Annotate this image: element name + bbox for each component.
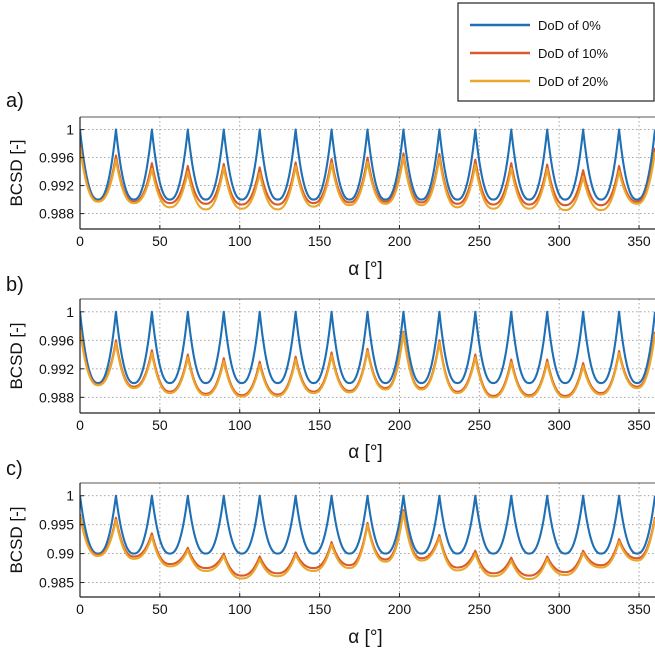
panel-label: c) (6, 458, 23, 480)
x-tick-label: 0 (76, 601, 84, 617)
y-tick-label: 0.988 (39, 389, 74, 405)
x-tick-label: 250 (468, 233, 492, 249)
series-line-dod-20 (80, 510, 655, 581)
x-tick-label: 100 (228, 233, 252, 249)
x-axis-label: α [°] (348, 259, 382, 280)
y-tick-label: 0.992 (39, 178, 74, 194)
legend-label: DoD of 0% (538, 18, 601, 33)
x-tick-label: 300 (547, 233, 571, 249)
y-tick-label: 0.996 (39, 150, 74, 166)
series-line-dod-20 (80, 146, 655, 212)
y-tick-label: 0.995 (39, 517, 74, 533)
x-tick-label: 150 (308, 417, 332, 433)
panel-label: a) (6, 90, 24, 112)
y-tick-label: 0.992 (39, 361, 74, 377)
x-tick-label: 50 (152, 601, 168, 617)
chart-panel-a: 0 50 100 150 200 250 300 350 0.988 0.992 0.996 1 a) B… (6, 90, 655, 280)
series-line-dod-0 (80, 494, 655, 555)
x-tick-label: 150 (308, 233, 332, 249)
x-tick-label: 0 (76, 233, 84, 249)
legend: DoD of 0% DoD of 10% DoD of 20% (457, 2, 655, 102)
x-tick-label: 200 (388, 233, 412, 249)
x-tick-label: 0 (76, 417, 84, 433)
panels: 0 50 100 150 200 250 300 3500.9880.9920.9961a)B… (6, 90, 655, 648)
x-tick-label: 100 (228, 417, 252, 433)
x-tick-label: 350 (627, 233, 651, 249)
x-tick-label: 250 (468, 601, 492, 617)
y-tick-label: 1 (66, 304, 74, 320)
x-axis-label: α [°] (348, 627, 382, 648)
x-tick-label: 150 (308, 601, 332, 617)
x-tick-label: 250 (468, 417, 492, 433)
legend-label: DoD of 10% (538, 46, 609, 61)
y-axis-label: BCSD [-] (7, 139, 26, 206)
x-tick-label: 50 (152, 417, 168, 433)
y-tick-label: 0.985 (39, 575, 74, 591)
y-axis-label: BCSD [-] (7, 322, 26, 389)
x-tick-label: 350 (627, 601, 651, 617)
y-axis-label: BCSD [-] (7, 506, 26, 573)
legend-label: DoD of 20% (538, 74, 609, 89)
x-axis-label: α [°] (348, 442, 382, 463)
panel-label: b) (6, 274, 24, 296)
x-tick-label: 300 (547, 417, 571, 433)
chart-panel-b: 0 50 100 150 200 250 300 350 0.988 0.992 0.996 1 b) B… (6, 274, 655, 463)
y-tick-label: 1 (66, 122, 74, 138)
series-line-dod-0 (80, 128, 655, 201)
y-tick-label: 1 (66, 488, 74, 504)
y-tick-label: 0.996 (39, 332, 74, 348)
series-line-dod-20 (80, 329, 655, 399)
y-tick-label: 0.988 (39, 206, 74, 222)
x-tick-label: 200 (388, 417, 412, 433)
y-tick-label: 0.99 (47, 546, 74, 562)
series-line-dod-10 (80, 509, 655, 577)
x-tick-label: 300 (547, 601, 571, 617)
series-line-dod-0 (80, 310, 655, 385)
x-tick-label: 350 (627, 417, 651, 433)
series-line-dod-10 (80, 143, 655, 207)
x-tick-label: 200 (388, 601, 412, 617)
x-tick-label: 100 (228, 601, 252, 617)
x-tick-label: 50 (152, 233, 168, 249)
chart-panel-c: 0 50 100 150 200 250 300 350 0.985 0.99 0.995 1 c) BC… (6, 458, 655, 648)
